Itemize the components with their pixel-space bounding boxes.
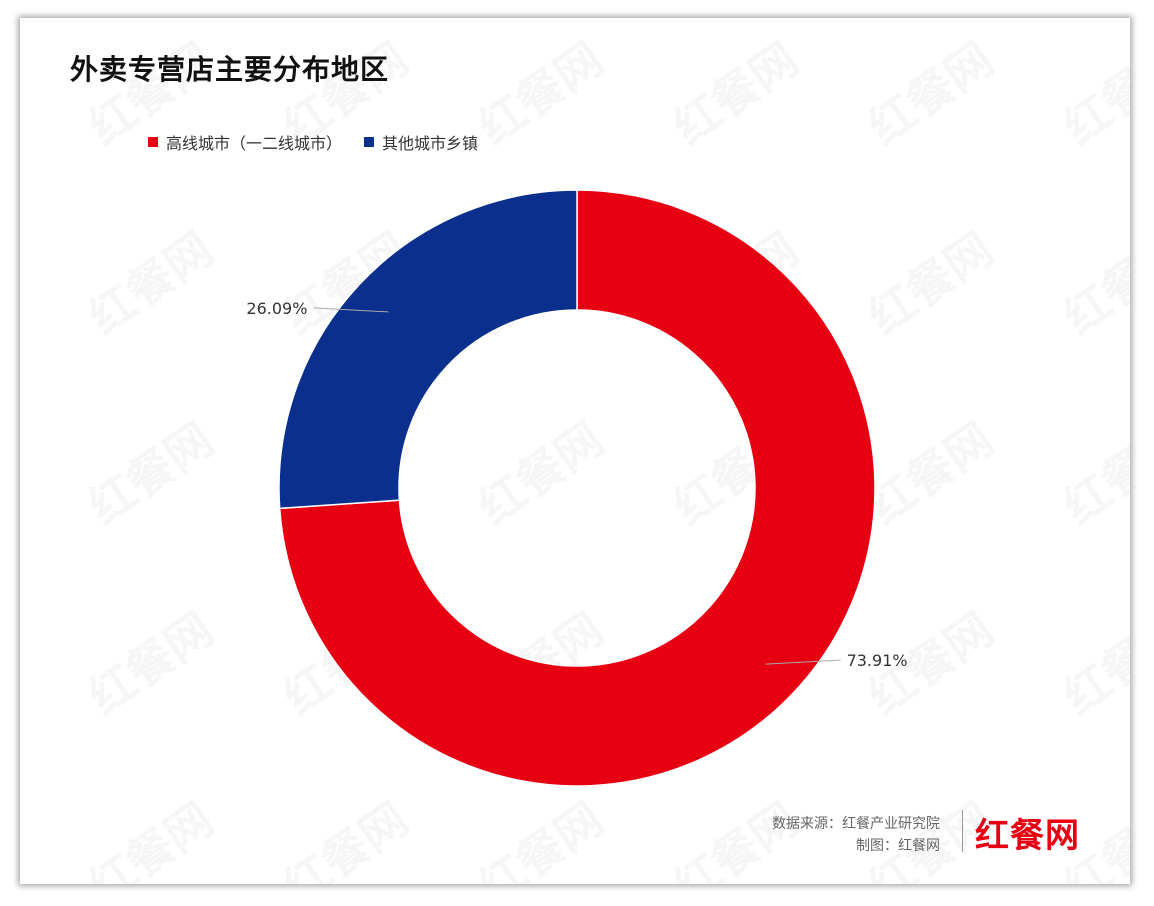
leader-line-0 [765, 659, 841, 665]
data-source: 数据来源：红餐产业研究院 制图：红餐网 [772, 813, 940, 857]
legend-swatch-other [364, 137, 375, 147]
source-divider [962, 810, 963, 852]
chart-title: 外卖专营店主要分布地区 [70, 53, 390, 86]
source-line: 数据来源：红餐产业研究院 [772, 816, 940, 832]
credit-line: 制图：红餐网 [856, 838, 940, 854]
chart-legend: 高线城市（一二线城市） 其他城市乡镇 [148, 130, 478, 154]
brand-logo: 红餐网 [975, 816, 1080, 856]
legend-label-high-tier: 高线城市（一二线城市） [166, 134, 343, 153]
chart-card: 红餐网红餐网红餐网红餐网红餐网红餐网红餐网红餐网红餐网红餐网红餐网红餐网红餐网红… [20, 18, 1130, 884]
donut-slice-0 [278, 189, 876, 787]
donut-chart: 73.91% 26.09% [246, 189, 908, 787]
legend-label-other: 其他城市乡镇 [382, 134, 479, 153]
legend-swatch-high-tier [148, 137, 158, 147]
data-label-0: 73.91% [847, 651, 908, 670]
legend-item-high-tier: 高线城市（一二线城市） [148, 130, 342, 154]
donut-slice-1 [278, 189, 578, 510]
data-label-1: 26.09% [246, 299, 307, 318]
leader-line-1 [313, 307, 389, 313]
legend-item-other: 其他城市乡镇 [364, 130, 478, 154]
